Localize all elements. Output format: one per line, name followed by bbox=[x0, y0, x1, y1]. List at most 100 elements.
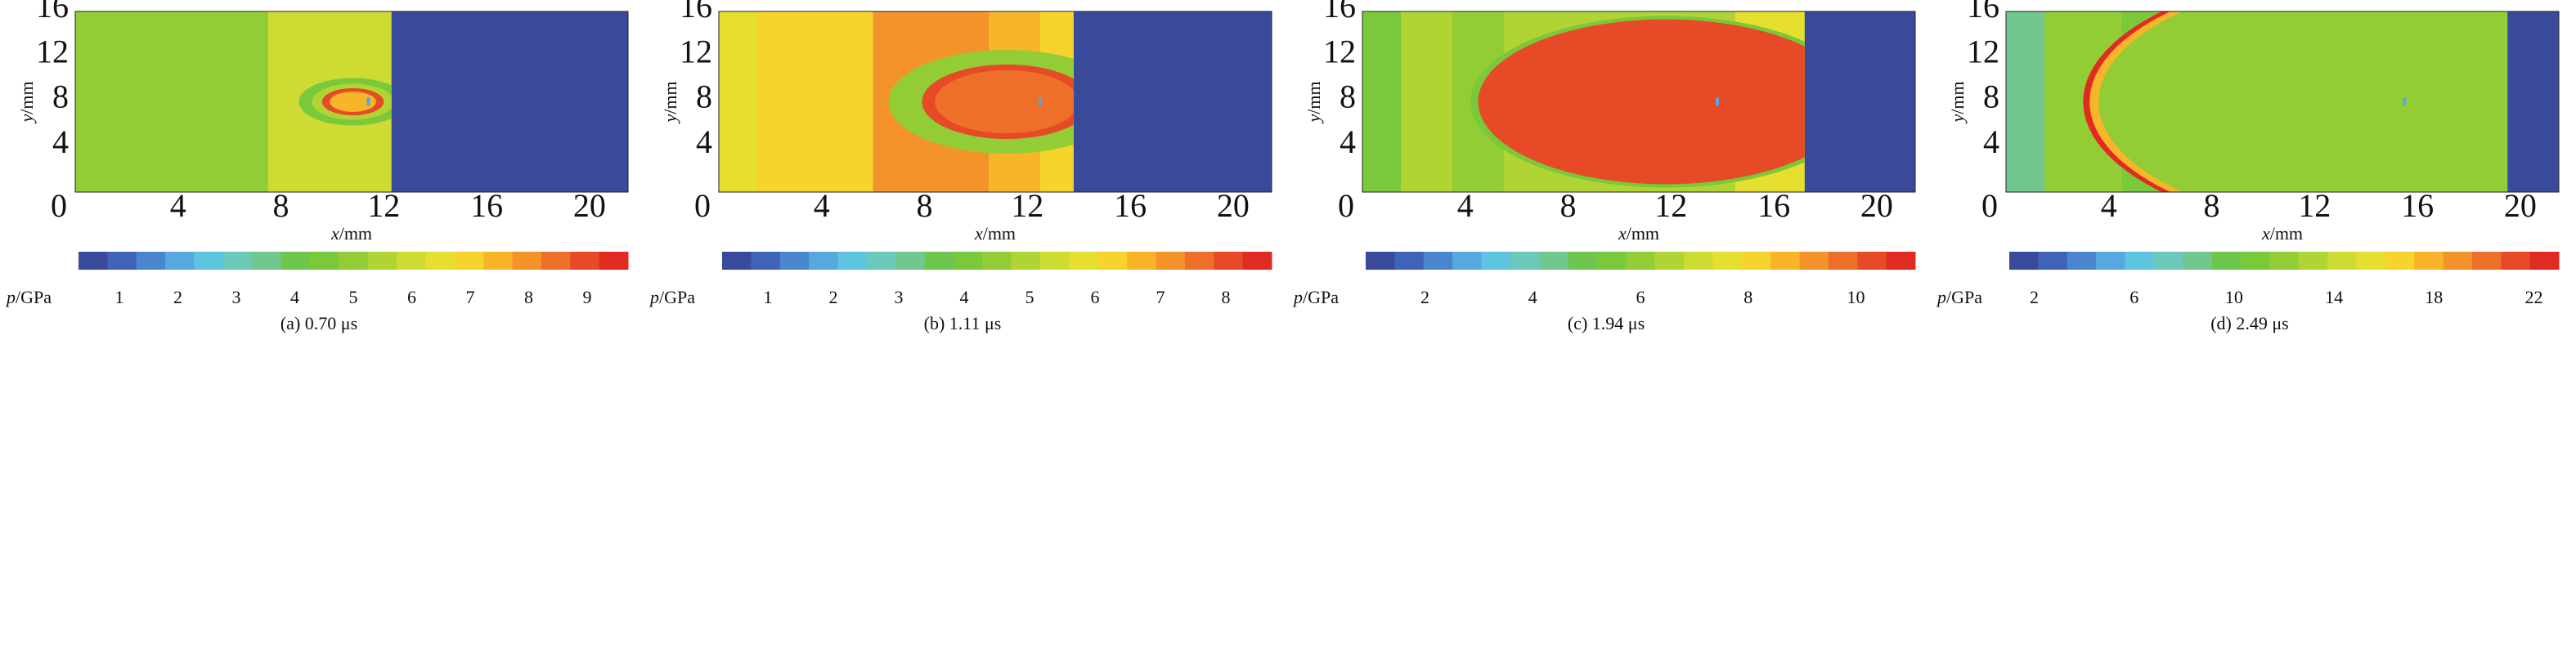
colorbar-swatch bbox=[1886, 252, 1916, 270]
pressure-band bbox=[2006, 11, 2045, 192]
y-tick-label: 8 bbox=[1983, 78, 1999, 115]
colorbar-swatch bbox=[1799, 252, 1829, 270]
panel-d-svg: 0 4 8 12 16 20 4 8 12 16 x/mm y/mm p/GPa 2 6 10 14 18 22 (d… bbox=[1936, 0, 2560, 333]
x-axis-label: x/mm bbox=[974, 223, 1016, 244]
colorbar-tick-label: 5 bbox=[1025, 287, 1034, 307]
y-tick-label: 12 bbox=[36, 33, 69, 69]
y-tick-label: 12 bbox=[1967, 33, 1999, 69]
y-axis-label: y/mm bbox=[660, 81, 680, 123]
colorbar-swatch bbox=[1828, 252, 1858, 270]
colorbar-swatch bbox=[1684, 252, 1713, 270]
pressure-band bbox=[391, 11, 628, 192]
colorbar-swatch bbox=[1510, 252, 1540, 270]
x-tick-label: 16 bbox=[2401, 187, 2434, 224]
colorbar-swatch bbox=[2125, 252, 2155, 270]
colorbar-swatch bbox=[2414, 252, 2444, 270]
pressure-band bbox=[1401, 11, 1453, 192]
pressure-front bbox=[2098, 11, 2508, 192]
colorbar-swatch bbox=[1539, 252, 1569, 270]
colorbar-swatch bbox=[2038, 252, 2068, 270]
x-tick-label: 12 bbox=[2298, 187, 2331, 224]
colorbar-swatch bbox=[1596, 252, 1627, 270]
colorbar-tick-label: 8 bbox=[524, 287, 533, 307]
colorbar-swatch bbox=[165, 252, 195, 270]
colorbar-swatch bbox=[512, 252, 542, 270]
colorbar-swatch bbox=[2153, 252, 2183, 270]
colorbar-swatch bbox=[79, 252, 108, 270]
y-axis-label: y/mm bbox=[1304, 81, 1324, 123]
y-tick-label: 8 bbox=[1340, 78, 1356, 115]
colorbar-swatch bbox=[1712, 252, 1743, 270]
plot-frame bbox=[1362, 11, 1916, 193]
x-tick-label: 16 bbox=[1114, 187, 1147, 224]
colorbar-swatch bbox=[2067, 252, 2097, 270]
x-tick-label: 16 bbox=[470, 187, 503, 224]
y-axis-label: y/mm bbox=[16, 81, 37, 123]
colorbar-tick-label: 6 bbox=[1636, 287, 1645, 307]
y-axis-label: y/mm bbox=[1947, 81, 1968, 123]
colorbar-swatch bbox=[1394, 252, 1425, 270]
pressure-front bbox=[935, 69, 1074, 134]
y-tick-label: 12 bbox=[1323, 33, 1356, 69]
colorbar-swatch bbox=[953, 252, 983, 270]
panel-caption: (a) 0.70 μs bbox=[280, 313, 357, 333]
colorbar-tick-label: 6 bbox=[1091, 287, 1100, 307]
colorbar-tick-label: 3 bbox=[232, 287, 241, 307]
colorbar-swatch bbox=[2183, 252, 2213, 270]
colorbar-swatch bbox=[982, 252, 1012, 270]
x-tick-label: 12 bbox=[1654, 187, 1687, 224]
pressure-front bbox=[330, 92, 376, 112]
pressure-band bbox=[1073, 11, 1272, 192]
pressure-band bbox=[75, 11, 269, 192]
colorbar-swatch bbox=[280, 252, 311, 270]
x-tick-label: 4 bbox=[170, 187, 186, 224]
x-tick-label: 0 bbox=[694, 187, 711, 224]
x-tick-label: 20 bbox=[573, 187, 606, 224]
colorbar-swatch bbox=[541, 252, 571, 270]
colorbar-tick-label: 6 bbox=[407, 287, 416, 307]
colorbar-swatch bbox=[1097, 252, 1128, 270]
colorbar-swatch bbox=[1011, 252, 1041, 270]
particle-marker bbox=[2403, 97, 2407, 106]
colorbar-tick-label: 4 bbox=[290, 287, 299, 307]
colorbar-swatch bbox=[309, 252, 339, 270]
colorbar-swatch bbox=[809, 252, 838, 270]
colorbar-tick-label: 9 bbox=[582, 287, 591, 307]
colorbar-tick-label: 2 bbox=[173, 287, 182, 307]
colorbar-swatch bbox=[2211, 252, 2242, 270]
colorbar-swatch bbox=[252, 252, 282, 270]
colorbar-tick-label: 10 bbox=[2225, 287, 2243, 307]
colorbar-swatch bbox=[483, 252, 514, 270]
panel-c-svg: 0 4 8 12 16 20 4 8 12 16 x/mm y/mm p/GPa 2 4 6 8 10 (c) 1.… bbox=[1292, 0, 1916, 333]
particle-marker bbox=[1715, 97, 1719, 106]
panel-c: 0 4 8 12 16 20 4 8 12 16 x/mm y/mm p/GPa 2 4 6 8 10 (c) 1.… bbox=[1287, 0, 1931, 662]
y-tick-label: 16 bbox=[1323, 0, 1356, 25]
x-tick-label: 20 bbox=[1860, 187, 1893, 224]
colorbar-swatch bbox=[2443, 252, 2473, 270]
x-tick-label: 0 bbox=[1338, 187, 1354, 224]
pressure-band bbox=[1804, 11, 1915, 192]
x-tick-label: 4 bbox=[1457, 187, 1474, 224]
panel-a: 0 4 8 12 16 20 4 8 12 16 x/mm y/mm p/GPa 1 2 3 4 5 6 7 8 9 (a)… bbox=[0, 0, 644, 662]
x-tick-label: 8 bbox=[2204, 187, 2220, 224]
pressure-front bbox=[1478, 19, 1805, 185]
colorbar-swatch bbox=[2529, 252, 2560, 270]
colorbar-tick-label: 14 bbox=[2325, 287, 2343, 307]
colorbar-swatch bbox=[1214, 252, 1244, 270]
x-tick-label: 4 bbox=[2101, 187, 2117, 224]
y-tick-label: 12 bbox=[680, 33, 712, 69]
colorbar-swatch bbox=[1857, 252, 1887, 270]
panel-d: 0 4 8 12 16 20 4 8 12 16 x/mm y/mm p/GPa 2 6 10 14 18 22 (d… bbox=[1931, 0, 2574, 662]
x-tick-label: 12 bbox=[367, 187, 400, 224]
x-tick-label: 8 bbox=[273, 187, 289, 224]
colorbar-swatch bbox=[837, 252, 868, 270]
colorbar-tick-label: 4 bbox=[960, 287, 969, 307]
colorbar-tick-label: 7 bbox=[465, 287, 474, 307]
colorbar-swatch bbox=[222, 252, 253, 270]
colorbar-swatch bbox=[722, 252, 752, 270]
colorbar-tick-label: 2 bbox=[1420, 287, 1429, 307]
x-tick-label: 20 bbox=[2504, 187, 2537, 224]
colorbar-swatch bbox=[599, 252, 629, 270]
colorbar-swatch bbox=[1127, 252, 1157, 270]
colorbar-swatch bbox=[924, 252, 954, 270]
